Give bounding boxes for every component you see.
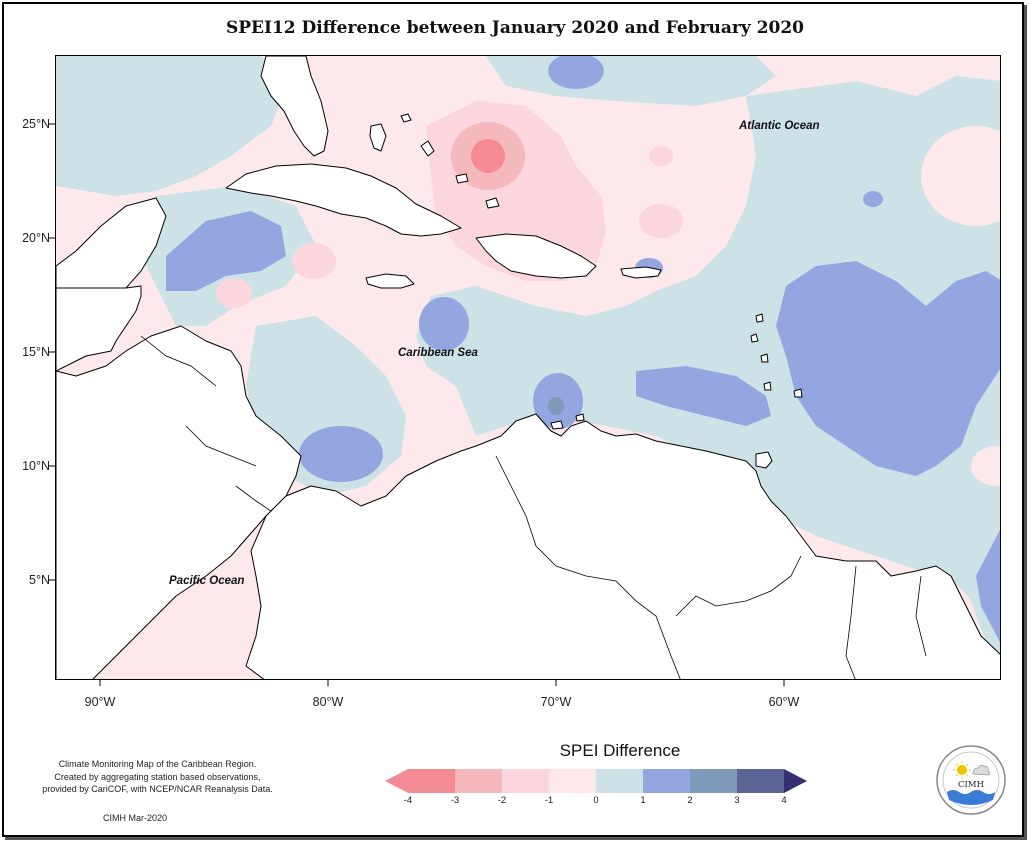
curacao	[575, 413, 585, 422]
ocean-label-atlantic: Atlantic Ocean	[739, 120, 820, 132]
lon-label-90w: 90°W	[84, 695, 116, 709]
cloud-icon	[972, 764, 991, 776]
credits-line-3: provided by CariCOF, with NCEP/NCAR Rean…	[42, 784, 273, 794]
hispaniola	[475, 233, 597, 279]
spei-pocket-east	[971, 446, 1000, 486]
south-america	[245, 413, 1000, 679]
bahamas-island-3	[420, 140, 435, 157]
spei-region-small-3	[292, 243, 336, 279]
colorbar-tick-label: 3	[734, 795, 740, 806]
cimh-logo: CIMH	[936, 745, 1006, 815]
legend-title: SPEI Difference	[559, 741, 681, 760]
spei-region-central-sea	[419, 297, 469, 351]
lesser-antilles-2	[750, 333, 759, 343]
border-suriname-guiana	[915, 575, 927, 657]
lat-label-15n: 15°N	[22, 345, 50, 359]
aruba	[550, 420, 564, 430]
map-title: SPEI12 Difference between January 2020 a…	[225, 18, 805, 38]
border-central-america-1	[140, 335, 217, 387]
lon-label-80w: 80°W	[312, 695, 344, 709]
lesser-antilles-1	[755, 313, 764, 323]
ocean-label-caribbean: Caribbean Sea	[398, 347, 478, 359]
colorbar	[385, 769, 807, 793]
spei-region-small-ne	[863, 191, 883, 207]
colorbar-segment	[455, 769, 503, 793]
colorbar-arrow-left	[385, 769, 408, 793]
spei-region-bahamas	[548, 56, 604, 89]
spei-one-to-two-regions	[166, 56, 1000, 643]
colorbar-tick-label: 1	[640, 795, 646, 806]
colorbar-segment	[643, 769, 691, 793]
bahamas-andros	[369, 123, 387, 152]
spei-region-yucatan	[166, 211, 286, 291]
yucatan	[56, 197, 167, 289]
lat-label-25n: 25°N	[22, 117, 50, 131]
border-guyana-suriname	[845, 565, 857, 679]
colorbar-segment	[737, 769, 785, 793]
credits: Climate Monitoring Map of the Caribbean …	[20, 758, 295, 796]
lon-tick-marks	[99, 679, 785, 686]
lon-label-70w: 70°W	[540, 695, 572, 709]
colorbar-tick-label: -3	[450, 795, 460, 806]
land-masses	[56, 56, 1000, 679]
trinidad	[755, 451, 773, 469]
spei-region-windward	[636, 366, 771, 426]
lesser-antilles-4	[763, 381, 772, 391]
spei-region-small-2	[649, 146, 673, 166]
colorbar-segment	[502, 769, 550, 793]
spei-region-minus-three-to-minus-four	[471, 139, 505, 173]
lat-tick-marks	[48, 123, 55, 581]
spei-region-southeast	[976, 529, 1000, 643]
colorbar-segment	[596, 769, 644, 793]
spei-region-nw	[56, 56, 286, 196]
spei-region-honduras	[299, 426, 383, 482]
colorbar-arrow-right	[784, 769, 807, 793]
cuba	[225, 163, 462, 237]
lat-label-20n: 20°N	[22, 231, 50, 245]
colorbar-segment	[408, 769, 456, 793]
credits-line-2: Created by aggregating station based obs…	[54, 771, 261, 782]
lesser-antilles-5	[793, 388, 803, 398]
border-central-america-3	[235, 485, 272, 512]
jamaica	[365, 273, 415, 289]
ocean-label-pacific: Pacific Ocean	[169, 575, 245, 587]
colorbar-tick-label: -1	[544, 795, 554, 806]
border-central-america-2	[185, 425, 257, 467]
colorbar-segment	[549, 769, 597, 793]
colorbar-tick-label: -4	[403, 795, 413, 806]
bahamas-island-4	[455, 173, 469, 184]
national-borders	[140, 335, 927, 679]
bahamas-island-5	[485, 197, 500, 209]
spei-region-small-4	[216, 278, 252, 308]
spei-pocket-ne	[921, 126, 1000, 226]
credits-line-1: Climate Monitoring Map of the Caribbean …	[58, 759, 257, 769]
lesser-antilles-3	[760, 353, 769, 363]
colorbar-tick-label: 4	[781, 795, 787, 806]
bahamas-island-2	[400, 113, 412, 123]
sun-rays-icon	[953, 761, 971, 779]
lat-label-10n: 10°N	[22, 459, 50, 473]
puerto-rico	[620, 266, 662, 279]
credits-date: CIMH Mar-2020	[102, 813, 167, 823]
colorbar-tick-label: 0	[593, 795, 599, 806]
colorbar-tick-label: 2	[687, 795, 693, 806]
lon-label-60w: 60°W	[768, 695, 800, 709]
sun-icon	[957, 765, 967, 775]
border-colombia-venezuela	[495, 455, 681, 679]
border-venezuela-guyana	[675, 555, 802, 617]
spei-region-east-large	[776, 261, 1000, 476]
lat-label-5n: 5°N	[29, 573, 50, 587]
spei-region-two-to-three	[548, 397, 564, 415]
colorbar-tick-label: -2	[497, 795, 507, 806]
spei-region-small-1	[639, 204, 683, 238]
map-canvas	[56, 56, 1000, 679]
waves-icon	[947, 790, 995, 805]
florida	[260, 56, 329, 157]
map-panel: Atlantic Ocean Caribbean Sea Pacific Oce…	[55, 55, 1001, 680]
logo-text: CIMH	[958, 780, 984, 790]
colorbar-segment	[690, 769, 738, 793]
